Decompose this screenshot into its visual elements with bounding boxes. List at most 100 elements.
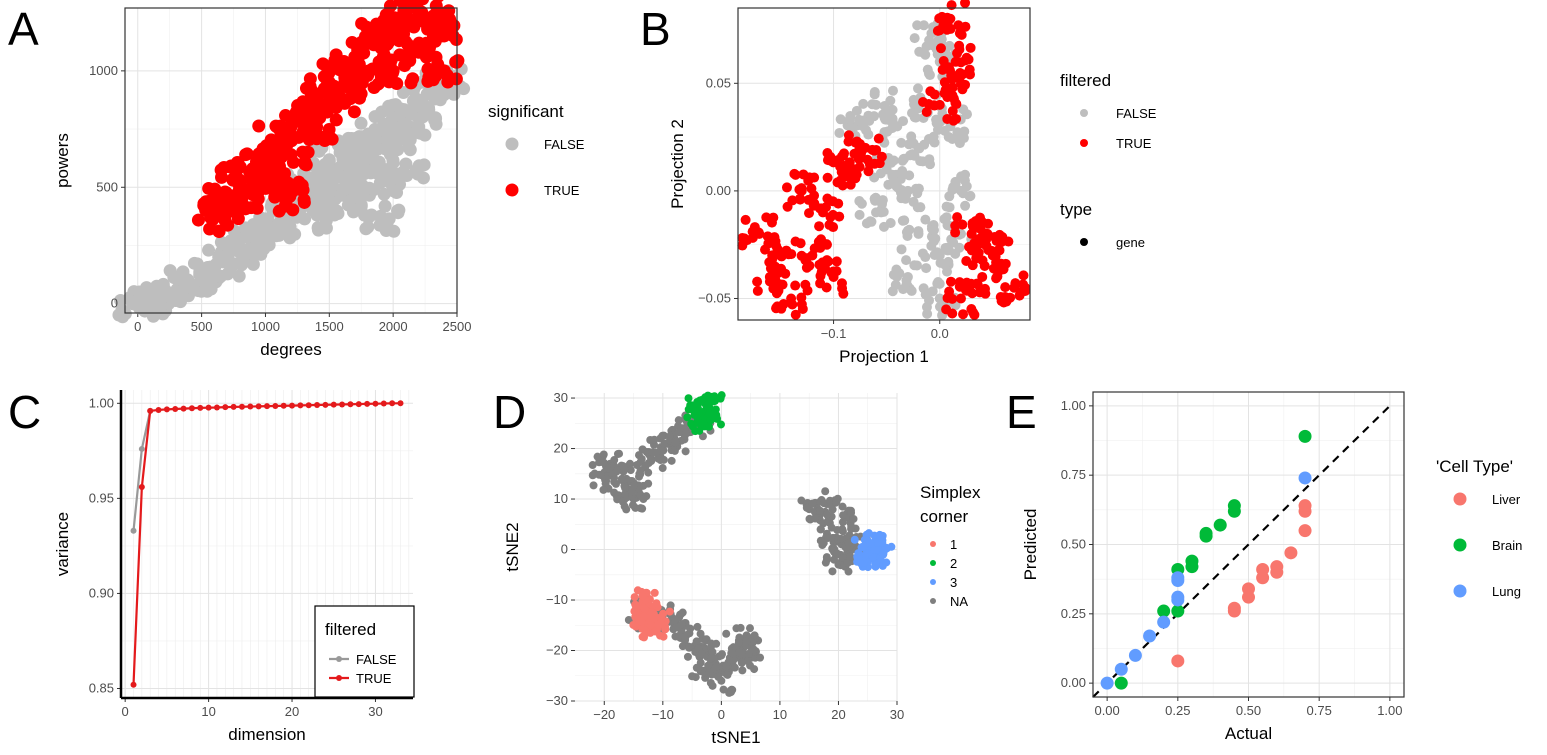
point-true xyxy=(230,403,237,410)
legend-title: type xyxy=(1060,200,1092,219)
point-false xyxy=(246,226,260,240)
point-false xyxy=(899,215,910,226)
point-false xyxy=(950,176,961,187)
panel-e xyxy=(1089,391,1405,701)
point-true xyxy=(272,402,279,409)
point-na xyxy=(612,466,621,475)
point-true xyxy=(795,193,806,204)
point-true xyxy=(935,43,946,54)
point-false xyxy=(909,33,920,44)
legend-key-true xyxy=(505,183,519,197)
point-na xyxy=(730,663,739,672)
legend-title: 'Cell Type' xyxy=(1436,457,1513,476)
point-true xyxy=(397,400,404,407)
point-true xyxy=(369,62,383,76)
point-na xyxy=(802,503,811,512)
point-na xyxy=(675,428,684,437)
point-true xyxy=(787,299,798,310)
panel-b xyxy=(734,0,1031,324)
point-false xyxy=(163,288,177,302)
y-tick-label: 30 xyxy=(554,390,568,405)
point-false xyxy=(398,131,412,145)
point-brain xyxy=(1227,499,1241,513)
point-false xyxy=(214,269,228,283)
point-false xyxy=(373,218,387,232)
point-true xyxy=(264,403,270,410)
point-true xyxy=(809,198,820,209)
point-1 xyxy=(650,588,659,597)
point-true xyxy=(380,400,387,407)
point-false xyxy=(357,150,371,164)
legend-key-liver xyxy=(1453,492,1467,506)
point-true xyxy=(279,196,293,210)
point-true xyxy=(180,405,187,412)
point-false xyxy=(139,298,153,312)
point-lung xyxy=(1171,590,1185,604)
point-na xyxy=(714,672,723,681)
point-false xyxy=(913,183,924,194)
point-true xyxy=(222,404,229,411)
point-false xyxy=(132,285,146,299)
point-true xyxy=(298,155,312,169)
point-true xyxy=(772,244,783,255)
point-false xyxy=(354,116,368,130)
point-false xyxy=(402,105,416,119)
legend-title: significant xyxy=(488,102,564,121)
point-lung xyxy=(1128,648,1142,662)
point-true xyxy=(155,406,162,413)
point-na xyxy=(646,436,655,445)
point-true xyxy=(850,137,861,148)
point-2 xyxy=(705,392,714,401)
point-true xyxy=(957,84,968,95)
point-false xyxy=(375,123,389,137)
point-liver xyxy=(1298,499,1312,513)
point-true xyxy=(389,400,396,407)
point-na xyxy=(822,510,831,519)
point-true xyxy=(353,48,367,62)
point-na xyxy=(839,511,848,520)
point-true xyxy=(961,255,972,266)
point-true xyxy=(952,212,963,223)
x-tick-label: 500 xyxy=(191,319,213,334)
point-na xyxy=(697,650,706,659)
point-true xyxy=(971,253,982,264)
x-axis-title: dimension xyxy=(228,725,306,744)
y-tick-label: 20 xyxy=(554,441,568,456)
point-false xyxy=(202,243,216,257)
y-axis-title: powers xyxy=(53,133,72,188)
point-false xyxy=(907,108,918,119)
point-1 xyxy=(632,603,641,612)
point-na xyxy=(738,666,747,675)
y-tick-label: 1.00 xyxy=(89,395,114,410)
point-false xyxy=(138,445,145,452)
point-brain xyxy=(1298,429,1312,443)
point-na xyxy=(636,466,645,475)
point-true xyxy=(197,404,204,411)
legend-key-3 xyxy=(930,579,936,585)
point-true xyxy=(846,169,857,180)
point-true xyxy=(825,211,836,222)
x-tick-label: 10 xyxy=(773,707,787,722)
point-na xyxy=(667,456,676,465)
point-true xyxy=(250,201,264,215)
point-false xyxy=(863,129,874,140)
point-false xyxy=(870,195,881,206)
point-true xyxy=(838,288,849,299)
point-2 xyxy=(692,399,701,408)
point-false xyxy=(198,272,212,286)
point-true xyxy=(220,189,234,203)
point-true xyxy=(449,32,463,46)
point-true xyxy=(983,244,994,255)
panel-d xyxy=(571,391,898,705)
point-true xyxy=(958,309,969,320)
point-false xyxy=(932,247,943,258)
legend-label: Lung xyxy=(1492,584,1521,599)
point-na xyxy=(621,490,630,499)
point-false xyxy=(883,179,894,190)
point-true xyxy=(214,199,228,213)
point-true xyxy=(955,293,966,304)
point-false xyxy=(867,99,878,110)
panel-border xyxy=(124,7,458,314)
point-na xyxy=(681,447,690,456)
